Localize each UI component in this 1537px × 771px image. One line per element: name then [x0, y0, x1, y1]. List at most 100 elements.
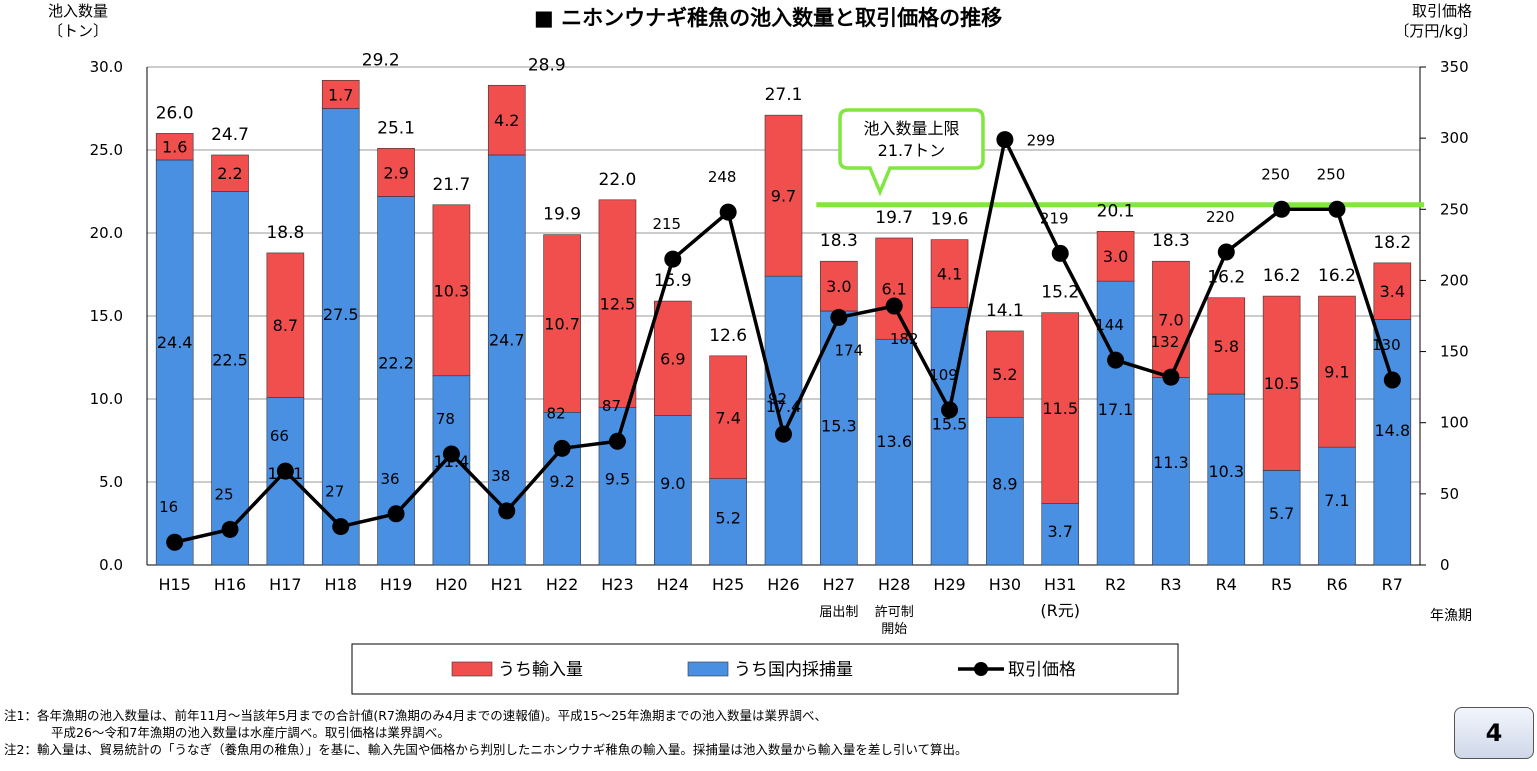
bar-import	[709, 355, 747, 479]
bar-import	[1373, 262, 1412, 320]
domestic-label: 5.2	[715, 509, 740, 528]
x-tick-label: H29	[933, 575, 965, 594]
import-label: 1.7	[328, 85, 353, 104]
import-label: 5.2	[992, 365, 1017, 384]
y-right-tick-label: 0	[1440, 556, 1450, 574]
price-label: 78	[436, 410, 455, 428]
import-label: 9.1	[1324, 363, 1349, 382]
total-label: 12.6	[709, 326, 747, 346]
total-label: 15.9	[654, 271, 692, 291]
price-point	[1051, 244, 1069, 262]
price-label: 38	[491, 467, 510, 485]
import-label: 7.4	[715, 408, 740, 427]
total-label: 16.2	[1263, 266, 1301, 286]
bar-import	[875, 237, 913, 340]
y-left-tick-label: 30.0	[90, 58, 123, 76]
total-label: 20.1	[1097, 201, 1135, 221]
chart: ■ ニホンウナギ稚魚の池入数量と取引価格の推移池入数量〔トン〕取引価格〔万円/k…	[48, 2, 1478, 695]
x-tick-sublabel: 開始	[881, 622, 907, 637]
bar-import	[930, 239, 969, 308]
domestic-label: 13.6	[876, 432, 912, 451]
bar-import	[432, 204, 471, 377]
footnotes: 注1：各年漁期の池入数量は、前年11月～当該年5月までの合計値(R7漁期のみ4月…	[4, 707, 1434, 758]
total-label: 24.7	[211, 125, 249, 145]
import-label: 10.3	[434, 281, 470, 300]
price-point	[166, 533, 184, 551]
page-number-badge: 4	[1454, 707, 1534, 759]
price-label: 132	[1151, 333, 1180, 351]
total-label: 18.3	[820, 231, 858, 251]
price-point	[996, 131, 1014, 149]
footnote-2: 注2：輸入量は、貿易統計の「うなぎ（養魚用の稚魚）」を基に、輸入先国や価格から判…	[4, 742, 968, 757]
x-tick-label: H25	[712, 575, 744, 594]
price-label: 27	[325, 483, 344, 501]
domestic-label: 9.0	[660, 474, 685, 493]
bar-import	[1096, 231, 1135, 282]
legend-swatch-price-marker	[974, 662, 988, 676]
domestic-label: 9.5	[605, 469, 630, 488]
x-axis-label: 年漁期	[1430, 608, 1472, 624]
import-label: 10.5	[1264, 374, 1300, 393]
import-label: 3.0	[826, 277, 851, 296]
import-label: 6.9	[660, 349, 685, 368]
x-tick-label: R6	[1326, 575, 1347, 594]
domestic-label: 11.3	[1153, 453, 1189, 472]
bar-import	[266, 252, 305, 398]
bar-domestic	[1096, 280, 1135, 566]
total-label: 19.6	[931, 210, 969, 230]
x-tick-label: H20	[435, 575, 467, 594]
import-label: 4.2	[494, 111, 519, 130]
price-point	[1107, 351, 1125, 369]
domestic-label: 3.7	[1048, 522, 1073, 541]
bar-domestic	[377, 196, 415, 566]
x-tick-sublabel: (R元)	[1040, 601, 1080, 620]
total-label: 18.2	[1373, 233, 1411, 253]
bar-domestic	[1207, 393, 1246, 566]
price-point	[775, 425, 792, 443]
total-label: 26.0	[156, 103, 194, 123]
price-point	[1328, 200, 1346, 218]
import-label: 1.6	[162, 138, 187, 157]
price-point	[1162, 368, 1180, 386]
price-label: 87	[602, 397, 621, 415]
legend-label-domestic: うち国内採捕量	[734, 660, 853, 680]
import-label: 2.9	[383, 163, 408, 182]
limit-callout	[838, 108, 985, 197]
import-label: 2.2	[217, 164, 242, 183]
price-point	[442, 445, 460, 463]
domestic-label: 15.3	[821, 416, 857, 435]
y-left-tick-label: 15.0	[90, 307, 123, 325]
bar-import	[211, 154, 249, 192]
bar-import	[1262, 295, 1301, 471]
y-left-label: 池入数量	[48, 2, 108, 20]
bar-import	[487, 84, 526, 156]
total-label: 18.8	[266, 223, 304, 243]
domestic-label: 24.4	[157, 333, 193, 352]
x-tick-label: R2	[1105, 575, 1126, 594]
domestic-label: 5.7	[1269, 504, 1294, 523]
x-tick-label: H27	[823, 575, 855, 594]
bar-import	[1041, 312, 1080, 504]
y-left-tick-label: 10.0	[90, 390, 123, 408]
price-label: 130	[1372, 336, 1401, 354]
total-label: 19.7	[875, 208, 913, 228]
domestic-label: 8.9	[992, 475, 1017, 494]
y-right-tick-label: 150	[1440, 343, 1469, 361]
price-label: 36	[381, 470, 400, 488]
import-label: 3.0	[1103, 247, 1128, 266]
price-point	[885, 297, 903, 315]
bar-domestic	[211, 191, 249, 566]
price-label: 16	[159, 498, 178, 516]
y-left-tick-label: 0.0	[99, 556, 123, 574]
bar-import	[377, 148, 415, 197]
y-left-tick-label: 5.0	[99, 473, 123, 491]
y-right-unit: 〔万円/kg〕	[1394, 22, 1477, 40]
x-tick-label: H26	[767, 575, 799, 594]
total-label: 25.1	[377, 118, 415, 138]
total-label: 28.9	[528, 55, 566, 75]
bar-domestic	[875, 338, 913, 566]
bar-import	[543, 234, 581, 413]
x-tick-label: H16	[214, 575, 246, 594]
total-label: 29.2	[362, 50, 400, 70]
price-label: 182	[890, 330, 919, 348]
